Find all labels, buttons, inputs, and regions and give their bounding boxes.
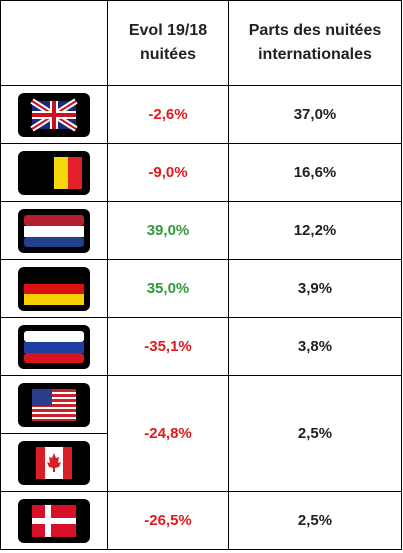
row: 39,0% 12,2% [0, 201, 402, 260]
parts-cell: 3,8% [228, 317, 402, 376]
parts-cell: 12,2% [228, 201, 402, 260]
parts-cell: 2,5% [228, 491, 402, 550]
flag-cell [0, 85, 108, 144]
parts-cell: 37,0% [228, 85, 402, 144]
header-evol: Evol 19/18 nuitées [107, 0, 229, 86]
flag-uk [18, 92, 90, 137]
parts-cell: 2,5% [228, 375, 402, 492]
row: -9,0% 16,6% [0, 143, 402, 202]
row [0, 433, 402, 492]
evol-cell: -26,5% [107, 491, 229, 550]
row: -35,1% 3,8% [0, 317, 402, 376]
flag-canada [18, 440, 90, 485]
parts-cell: 16,6% [228, 143, 402, 202]
header-line: Parts des nuitées [248, 22, 382, 39]
flag-denmark [18, 498, 90, 543]
header-line: nuitées [139, 46, 196, 63]
header-row: Evol 19/18 nuitées Parts des nuitées inter… [0, 0, 402, 86]
flag-belgium [18, 150, 90, 195]
row: -26,5% 2,5% [0, 491, 402, 550]
header-line: Evol 19/18 [128, 22, 208, 39]
flag-cell [0, 317, 108, 376]
header-empty [0, 0, 108, 86]
header-parts: Parts des nuitées internationales [228, 0, 402, 86]
evol-cell: -35,1% [107, 317, 229, 376]
evol-cell: -2,6% [107, 85, 229, 144]
flag-cell [0, 491, 108, 550]
flag-netherlands [18, 208, 90, 253]
flag-cell [0, 259, 108, 318]
header-line: internationales [258, 46, 372, 63]
row: 35,0% 3,9% [0, 259, 402, 318]
flag-cell [0, 201, 108, 260]
parts-cell: 3,9% [228, 259, 402, 318]
flag-russia [18, 324, 90, 369]
flag-usa [18, 382, 90, 427]
flag-germany [18, 266, 90, 311]
evol-cell: -9,0% [107, 143, 229, 202]
evol-cell: 35,0% [107, 259, 229, 318]
flag-cell [0, 143, 108, 202]
evol-cell: 39,0% [107, 201, 229, 260]
flag-cell [0, 375, 108, 434]
row: -2,6% 37,0% [0, 85, 402, 144]
row: -24,8% 2,5% [0, 375, 402, 492]
evol-cell: -24,8% [107, 375, 229, 492]
flag-cell [0, 433, 108, 492]
